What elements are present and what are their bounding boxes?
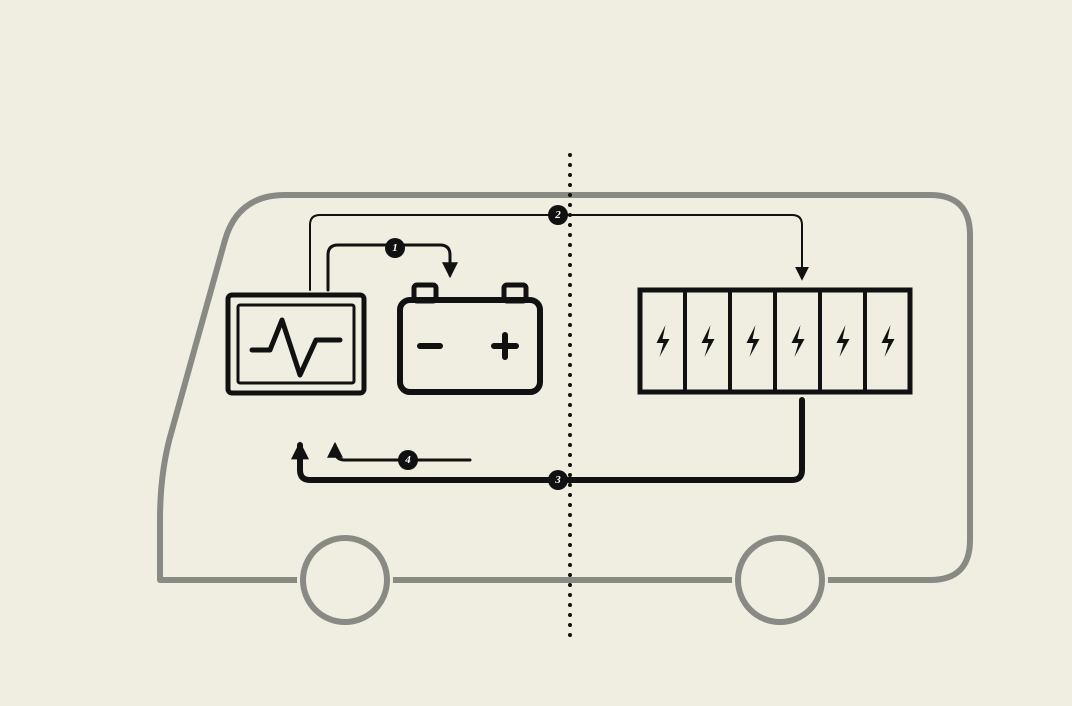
divider-dot [568,523,572,527]
wheel-mask [732,532,828,628]
divider-dot [568,403,572,407]
divider-dot [568,323,572,327]
diagram-canvas: 1 2 3 4 [0,0,1072,706]
divider-dot [568,483,572,487]
divider-dot [568,503,572,507]
divider-dot [568,383,572,387]
flow-badge-2-label: 2 [554,209,561,221]
divider-dot [568,423,572,427]
divider-dot [568,543,572,547]
divider-dot [568,603,572,607]
divider-dot [568,343,572,347]
divider-dot [568,473,572,477]
divider-dot [568,253,572,257]
divider-dot [568,163,572,167]
divider-dot [568,553,572,557]
divider-dot [568,183,572,187]
divider-dot [568,193,572,197]
divider-dot [568,433,572,437]
divider-dot [568,413,572,417]
divider-dot [568,373,572,377]
divider-dot [568,463,572,467]
divider-dot [568,233,572,237]
flow-badge-4-label: 4 [404,454,411,466]
wheel-mask [297,532,393,628]
divider-dot [568,443,572,447]
divider-dot [568,533,572,537]
divider-dot [568,303,572,307]
divider-dot [568,363,572,367]
divider-dot [568,623,572,627]
divider-dot [568,173,572,177]
divider-dot [568,293,572,297]
divider-dot [568,393,572,397]
divider-dot [568,273,572,277]
divider-dot [568,333,572,337]
divider-dot [568,493,572,497]
divider-dot [568,633,572,637]
divider-dot [568,513,572,517]
divider-dot [568,223,572,227]
divider-dot [568,453,572,457]
divider-dot [568,283,572,287]
divider-dot [568,203,572,207]
divider-dot [568,313,572,317]
divider-dot [568,583,572,587]
divider-dot [568,263,572,267]
flow-badge-1-label: 1 [392,242,398,254]
divider-dot [568,243,572,247]
diagram-svg: 1 2 3 4 [0,0,1072,706]
divider-dot [568,153,572,157]
divider-dot [568,563,572,567]
section-divider [568,153,572,637]
divider-dot [568,353,572,357]
divider-dot [568,613,572,617]
flow-badge-3-label: 3 [554,474,561,486]
divider-dot [568,593,572,597]
divider-dot [568,573,572,577]
